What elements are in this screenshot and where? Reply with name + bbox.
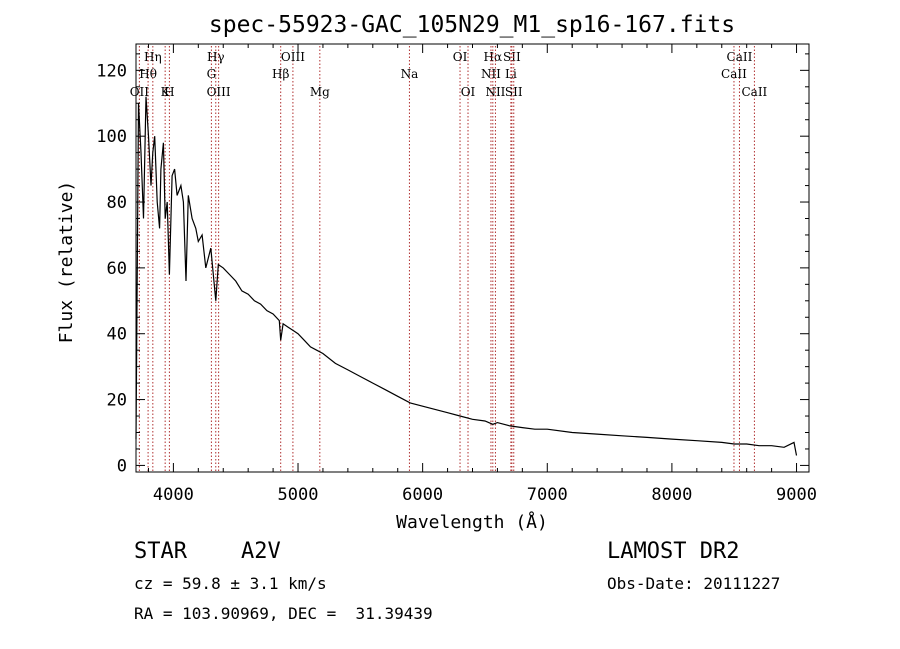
line-marker-label: Hγ: [207, 50, 225, 64]
x-tick-label: 5000: [278, 485, 319, 505]
y-tick-label: 40: [107, 325, 127, 345]
line-marker-label: K: [161, 85, 171, 99]
y-axis: 0 20 40 60 80 100 120: [96, 53, 809, 476]
y-axis-label: Flux (relative): [56, 181, 77, 344]
x-tick-label: 8000: [651, 485, 692, 505]
chart-title: spec-55923-GAC_105N29_M1_sp16-167.fits: [209, 12, 735, 38]
x-tick-label: 6000: [402, 485, 443, 505]
line-marker-label: Hθ: [139, 67, 157, 81]
line-marker-label: Hα: [484, 50, 503, 64]
line-marker-label: OI: [461, 85, 476, 99]
redshift-readout: cz = 59.8 ± 3.1 km/s: [134, 574, 327, 593]
line-marker-label: Li: [505, 67, 517, 81]
survey-name: LAMOST DR2: [607, 539, 740, 564]
line-marker-label: Hβ: [272, 67, 289, 81]
line-marker-label: OI: [453, 50, 468, 64]
y-tick-label: 100: [96, 127, 127, 147]
line-marker-label: NII: [485, 85, 505, 99]
line-marker-label: CaII: [741, 85, 767, 99]
object-subclass: A2V: [241, 539, 281, 564]
y-tick-label: 120: [96, 61, 127, 81]
y-tick-label: 60: [107, 259, 127, 279]
line-marker-label: NII: [481, 67, 501, 81]
x-tick-label: 4000: [153, 485, 194, 505]
x-tick-label: 9000: [776, 485, 817, 505]
observation-date: Obs-Date: 20111227: [607, 574, 781, 593]
y-tick-label: 80: [107, 193, 127, 213]
y-tick-label: 20: [107, 391, 127, 411]
spectrum-line: [135, 96, 798, 456]
line-marker-label: OII: [130, 85, 150, 99]
x-axis: 4000 5000 6000 7000 8000 9000: [147, 44, 817, 505]
x-axis-label: Wavelength (Å): [396, 511, 548, 533]
line-marker-label: OIII: [207, 85, 231, 99]
line-marker-label: SII: [503, 50, 521, 64]
plot-frame: [135, 43, 810, 473]
x-tick-label: 7000: [527, 485, 568, 505]
line-marker-label: Hη: [144, 50, 162, 64]
coordinates: RA = 103.90969, DEC = 31.39439: [134, 604, 433, 623]
line-marker-label: Na: [401, 67, 419, 81]
y-tick-label: 0: [117, 456, 127, 476]
line-marker-label: H: [164, 85, 174, 99]
line-marker-label: CaII: [727, 50, 753, 64]
line-marker-label: SII: [505, 85, 523, 99]
object-class: STAR: [134, 539, 187, 564]
line-marker-label: CaII: [721, 67, 747, 81]
line-marker-label: G: [207, 67, 217, 81]
line-marker-label: OIII: [281, 50, 305, 64]
line-marker-label: Mg: [310, 85, 330, 99]
